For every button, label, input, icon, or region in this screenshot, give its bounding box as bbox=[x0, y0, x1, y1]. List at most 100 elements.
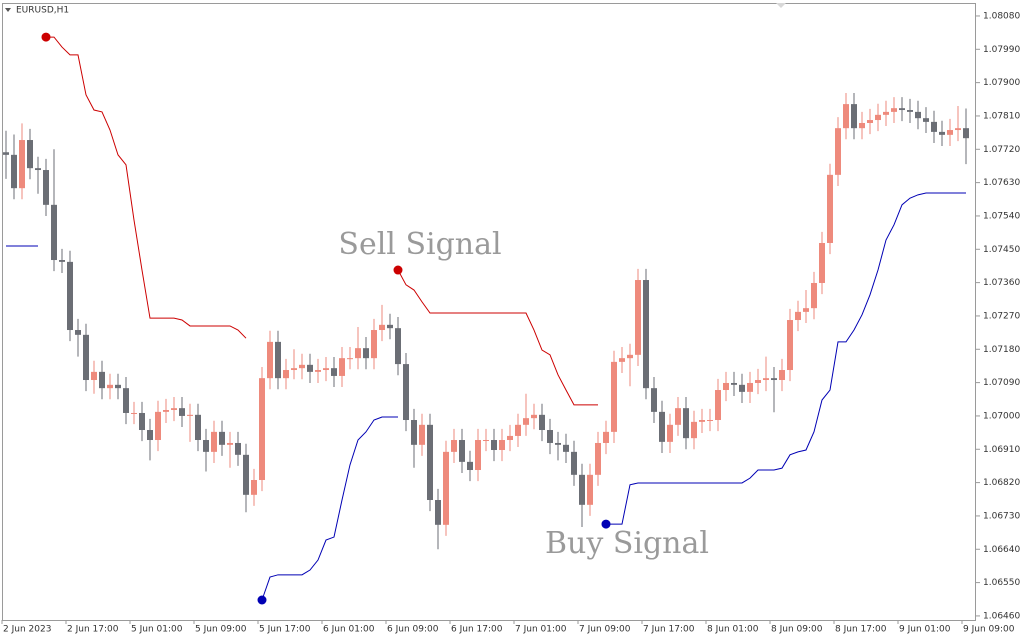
candle-body bbox=[691, 421, 697, 439]
candle-body bbox=[803, 308, 809, 312]
candle-body bbox=[603, 431, 609, 443]
candle-body bbox=[963, 128, 969, 139]
y-tick-label: 1.06730 bbox=[983, 511, 1020, 521]
sell-signal-label: Sell Signal bbox=[338, 227, 501, 262]
candle-body bbox=[235, 442, 241, 455]
candle-body bbox=[795, 311, 801, 321]
candle-body bbox=[323, 368, 329, 371]
candle-body bbox=[707, 420, 713, 422]
candle-body bbox=[867, 120, 873, 123]
candle-body bbox=[91, 371, 97, 381]
candle-body bbox=[203, 440, 209, 452]
y-tick-label: 1.06910 bbox=[983, 445, 1020, 455]
signal-dot bbox=[393, 265, 403, 275]
candle-body bbox=[459, 440, 465, 462]
x-tick-label: 6 Jun 09:00 bbox=[387, 625, 439, 635]
candle-body bbox=[363, 348, 369, 359]
candle-body bbox=[675, 408, 681, 425]
x-tick-label: 5 Jun 09:00 bbox=[195, 625, 247, 635]
candle-body bbox=[819, 242, 825, 283]
y-tick-label: 1.06550 bbox=[983, 578, 1020, 588]
candle-body bbox=[563, 444, 569, 452]
candle-body bbox=[715, 390, 721, 421]
x-tick-label: 8 Jun 01:00 bbox=[707, 625, 759, 635]
candle-body bbox=[643, 280, 649, 389]
candle-body bbox=[907, 110, 913, 112]
x-tick-label: 9 Jun 09:00 bbox=[963, 625, 1015, 635]
candle-body bbox=[619, 358, 625, 362]
x-tick-label: 7 Jun 17:00 bbox=[643, 625, 695, 635]
candle-body bbox=[307, 364, 313, 372]
y-tick-label: 1.07990 bbox=[983, 45, 1020, 55]
x-tick-label: 2 Jun 2023 bbox=[3, 625, 51, 635]
candle-body bbox=[67, 261, 73, 331]
candle-body bbox=[243, 454, 249, 495]
candle-body bbox=[179, 408, 185, 416]
candle-body bbox=[19, 140, 25, 189]
y-tick-label: 1.07540 bbox=[983, 211, 1020, 221]
candle-body bbox=[875, 114, 881, 121]
candle-body bbox=[411, 420, 417, 445]
y-tick-label: 1.06460 bbox=[983, 611, 1020, 621]
candle-body bbox=[947, 130, 953, 135]
y-tick-label: 1.06820 bbox=[983, 478, 1020, 488]
candle-body bbox=[739, 384, 745, 392]
y-tick-label: 1.07270 bbox=[983, 311, 1020, 321]
candle-body bbox=[99, 371, 105, 389]
candle-body bbox=[571, 451, 577, 475]
shift-marker bbox=[776, 3, 786, 8]
candle-body bbox=[107, 384, 113, 389]
candle-body bbox=[27, 140, 33, 169]
candle-body bbox=[747, 382, 753, 392]
y-tick-label: 1.07450 bbox=[983, 245, 1020, 255]
candle-body bbox=[539, 414, 545, 431]
y-tick-label: 1.07180 bbox=[983, 345, 1020, 355]
candle-body bbox=[627, 354, 633, 359]
candle-body bbox=[931, 121, 937, 132]
candle-body bbox=[123, 388, 129, 413]
candle-body bbox=[131, 412, 137, 414]
candle-body bbox=[211, 431, 217, 452]
candle-body bbox=[59, 260, 65, 262]
candle-body bbox=[187, 414, 193, 416]
x-tick-label: 2 Jun 17:00 bbox=[67, 625, 119, 635]
candle-body bbox=[755, 380, 761, 383]
candle-body bbox=[259, 378, 265, 481]
candle-body bbox=[475, 440, 481, 471]
signal-dot bbox=[41, 32, 51, 42]
candle-body bbox=[339, 358, 345, 376]
candle-body bbox=[771, 378, 777, 381]
candle-body bbox=[811, 282, 817, 309]
candle-body bbox=[195, 414, 201, 441]
x-tick-label: 5 Jun 01:00 bbox=[131, 625, 183, 635]
candle-body bbox=[843, 104, 849, 129]
candle-body bbox=[883, 111, 889, 115]
candle-body bbox=[251, 480, 257, 495]
candle-body bbox=[483, 440, 489, 442]
candle-body bbox=[851, 104, 857, 129]
candle-body bbox=[347, 358, 353, 360]
candle-body bbox=[555, 442, 561, 445]
candle-body bbox=[395, 328, 401, 365]
y-tick-label: 1.08080 bbox=[983, 11, 1020, 21]
candle-body bbox=[611, 361, 617, 432]
candle-body bbox=[531, 414, 537, 419]
candle-body bbox=[115, 384, 121, 389]
candle-body bbox=[299, 364, 305, 369]
candle-body bbox=[83, 334, 89, 381]
candle-body bbox=[3, 152, 9, 155]
candle-body bbox=[547, 430, 553, 443]
x-tick-label: 6 Jun 01:00 bbox=[323, 625, 375, 635]
y-tick-label: 1.07090 bbox=[983, 378, 1020, 388]
candle-body bbox=[651, 388, 657, 412]
candle-body bbox=[595, 442, 601, 475]
candle-body bbox=[139, 412, 145, 431]
candle-body bbox=[515, 424, 521, 436]
buy-signal-label: Buy Signal bbox=[545, 526, 709, 561]
candle-body bbox=[835, 128, 841, 175]
signal-dot bbox=[601, 519, 611, 529]
candle-body bbox=[315, 370, 321, 372]
candle-body bbox=[859, 122, 865, 129]
candle-body bbox=[787, 320, 793, 371]
